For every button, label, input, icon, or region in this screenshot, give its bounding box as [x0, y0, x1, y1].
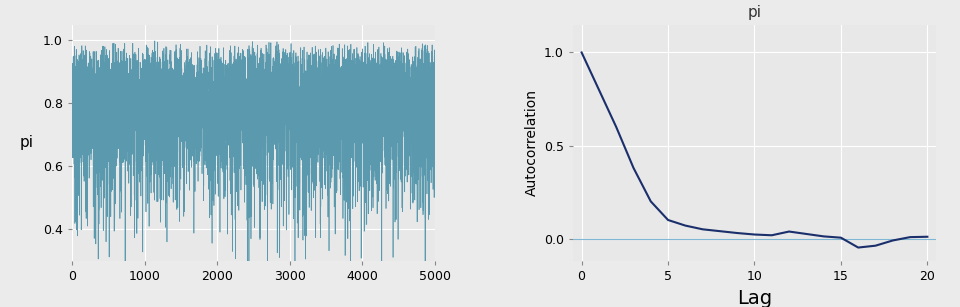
Y-axis label: pi: pi [19, 135, 34, 150]
Y-axis label: Autocorrelation: Autocorrelation [524, 89, 539, 196]
Text: pi: pi [748, 5, 761, 20]
X-axis label: Lag: Lag [737, 289, 772, 307]
